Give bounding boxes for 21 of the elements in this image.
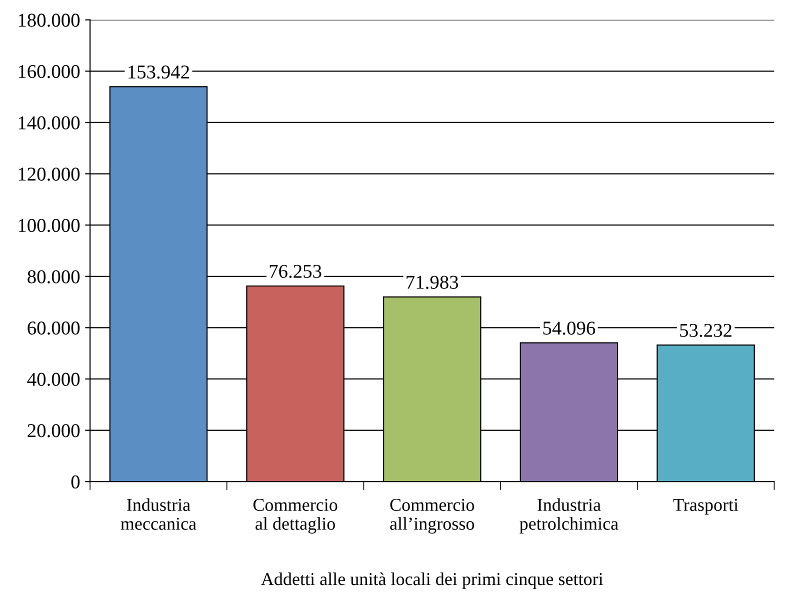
data-label: 76.253 — [270, 264, 322, 278]
data-label: 53.232 — [680, 324, 732, 338]
y-tick-label: 180.000 — [18, 14, 80, 27]
y-tick-label: 60.000 — [28, 322, 80, 335]
y-tick-label: 20.000 — [28, 424, 80, 438]
data-label: 54.096 — [543, 322, 596, 335]
x-tick-label: Commercio al dettaglio — [253, 498, 338, 534]
y-tick-label: 100.000 — [18, 218, 80, 232]
x-axis-title: Addetti alle unità locali dei primi cinque settori — [261, 572, 604, 589]
x-tick-label: Industria petrolchimica — [520, 498, 618, 534]
y-tick-label: 160.000 — [18, 64, 80, 78]
y-tick-label: 120.000 — [18, 168, 80, 181]
y-tick-label: 40.000 — [27, 372, 80, 386]
y-tick-label: 140.000 — [18, 116, 80, 130]
data-label: 71.983 — [406, 276, 458, 289]
data-label: 153.942 — [128, 66, 189, 79]
y-tick-label: 0 — [71, 475, 80, 489]
x-tick-label: Industria meccanica — [120, 498, 196, 530]
x-tick-label: Commercio all’ingrosso — [390, 498, 474, 534]
x-tick-label: Trasporti — [673, 498, 738, 515]
y-tick-label: 80.000 — [28, 270, 80, 284]
